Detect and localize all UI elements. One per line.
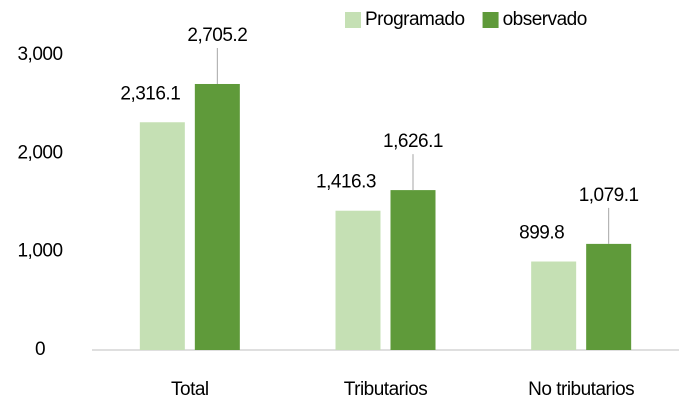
bar <box>390 190 436 350</box>
data-label: 899.8 <box>519 223 564 244</box>
y-tick-label: 3,000 <box>17 44 62 65</box>
bar <box>335 210 381 350</box>
data-label: 2,705.2 <box>187 25 247 46</box>
bar <box>139 122 185 350</box>
y-tick-label: 1,000 <box>17 241 62 262</box>
data-label: 2,316.1 <box>120 83 180 104</box>
x-tick-label: Total <box>171 379 209 400</box>
data-label: 1,079.1 <box>579 185 639 206</box>
bar <box>194 83 240 350</box>
legend-label: Programado <box>365 9 465 30</box>
data-label: 1,416.3 <box>316 172 376 193</box>
bar <box>531 261 577 350</box>
y-tick-label: 2,000 <box>17 142 62 163</box>
bar <box>586 243 632 350</box>
x-tick-label: No tributarios <box>528 379 634 400</box>
data-label: 1,626.1 <box>383 131 443 152</box>
y-tick-label: 0 <box>35 339 45 360</box>
x-tick-label: Tributarios <box>344 379 428 400</box>
legend-label: observado <box>503 9 587 30</box>
legend-swatch <box>345 12 361 28</box>
legend-swatch <box>482 12 499 28</box>
